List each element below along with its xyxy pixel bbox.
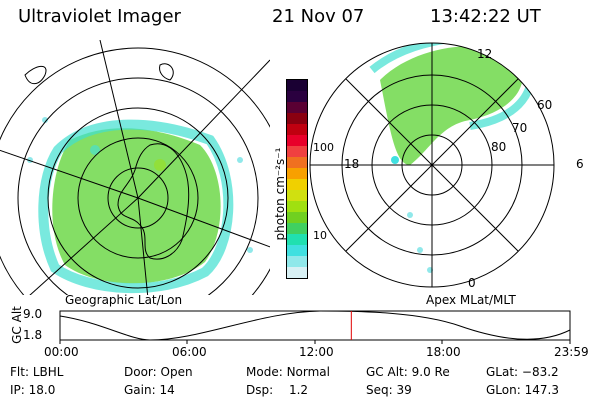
geographic-caption: Geographic Lat/Lon xyxy=(65,293,183,307)
mode-label: Mode: xyxy=(246,365,283,379)
colorbar-segment xyxy=(287,146,307,157)
seq-value: 39 xyxy=(396,383,412,397)
dsp-info: Dsp: 1.2 xyxy=(246,383,308,397)
gain-label: Gain: xyxy=(124,383,156,397)
apex-mlt-6: 6 xyxy=(576,157,584,171)
colorbar-tick-100: 100 xyxy=(313,141,334,154)
door-info: Door: Open xyxy=(124,365,193,379)
timeline-xtick-0000: 00:00 xyxy=(44,345,79,359)
apex-grid xyxy=(309,42,555,288)
filter-value: LBHL xyxy=(32,365,64,379)
apex-lat-70: 70 xyxy=(512,121,528,135)
colorbar-segment xyxy=(287,223,307,234)
gcalt-value: 9.0 Re xyxy=(411,365,450,379)
colorbar-segment xyxy=(287,135,307,146)
seq-info: Seq: 39 xyxy=(366,383,412,397)
ip-value: 18.0 xyxy=(28,383,56,397)
glat-value: −83.2 xyxy=(521,365,559,379)
dsp-label: Dsp: xyxy=(246,383,274,397)
dsp-value: 1.2 xyxy=(288,383,309,397)
glon-label: GLon: xyxy=(486,383,521,397)
colorbar-segment xyxy=(287,91,307,102)
colorbar-segment xyxy=(287,234,307,245)
gain-info: Gain: 14 xyxy=(124,383,175,397)
colorbar-segment xyxy=(287,80,307,91)
door-value: Open xyxy=(160,365,193,379)
mode-info: Mode: Normal xyxy=(246,365,330,379)
colorbar-segment xyxy=(287,179,307,190)
colorbar-segment xyxy=(287,124,307,135)
seq-label: Seq: xyxy=(366,383,393,397)
door-label: Door: xyxy=(124,365,157,379)
glat-label: GLat: xyxy=(486,365,519,379)
glon-info: GLon: 147.3 xyxy=(486,383,559,397)
ip-label: IP: xyxy=(10,383,25,397)
colorbar-segment xyxy=(287,201,307,212)
colorbar-segment xyxy=(287,168,307,179)
geo-aurora-oval xyxy=(52,128,221,284)
continent-outline xyxy=(117,143,190,260)
gcalt-label: GC Alt: xyxy=(366,365,408,379)
timeline-xtick-1200: 12:00 xyxy=(299,345,334,359)
instrument-title: Ultraviolet Imager xyxy=(18,6,181,27)
glon-value: 147.3 xyxy=(524,383,559,397)
apex-mlt-18: 18 xyxy=(344,157,360,171)
apex-mlt-12: 12 xyxy=(477,47,493,61)
apex-lat-80: 80 xyxy=(491,140,507,154)
gcalt-info: GC Alt: 9.0 Re xyxy=(366,365,450,379)
time-label: 13:42:22 UT xyxy=(430,6,541,27)
colorbar xyxy=(286,79,308,279)
apex-lat-60: 60 xyxy=(537,98,553,112)
timeline-xtick-1800: 18:00 xyxy=(426,345,461,359)
filter-label: Flt: xyxy=(10,365,29,379)
apex-aurora-oval xyxy=(380,46,523,165)
colorbar-segment xyxy=(287,245,307,256)
geo-aurora-edge xyxy=(38,119,234,294)
altitude-curve xyxy=(59,310,571,341)
colorbar-segment xyxy=(287,267,307,278)
colorbar-segment xyxy=(287,113,307,124)
gain-value: 14 xyxy=(159,383,175,397)
filter-info: Flt: LBHL xyxy=(10,365,63,379)
colorbar-segment xyxy=(287,102,307,113)
mode-value: Normal xyxy=(286,365,330,379)
glat-info: GLat: −83.2 xyxy=(486,365,559,379)
colorbar-segment xyxy=(287,157,307,168)
colorbar-tick-10: 10 xyxy=(313,229,327,242)
colorbar-segment xyxy=(287,256,307,267)
timeline-xtick-2359: 23:59 xyxy=(554,345,589,359)
date-label: 21 Nov 07 xyxy=(272,6,365,27)
timeline-xtick-0600: 06:00 xyxy=(172,345,207,359)
colorbar-segment xyxy=(287,190,307,201)
timeline-ytick-low: 1.8 xyxy=(23,328,43,342)
timeline-ytick-high: 9.0 xyxy=(23,307,43,321)
colorbar-segment xyxy=(287,212,307,223)
apex-mlt-0: 0 xyxy=(468,276,476,290)
ip-info: IP: 18.0 xyxy=(10,383,55,397)
apex-caption: Apex MLat/MLT xyxy=(426,293,516,307)
